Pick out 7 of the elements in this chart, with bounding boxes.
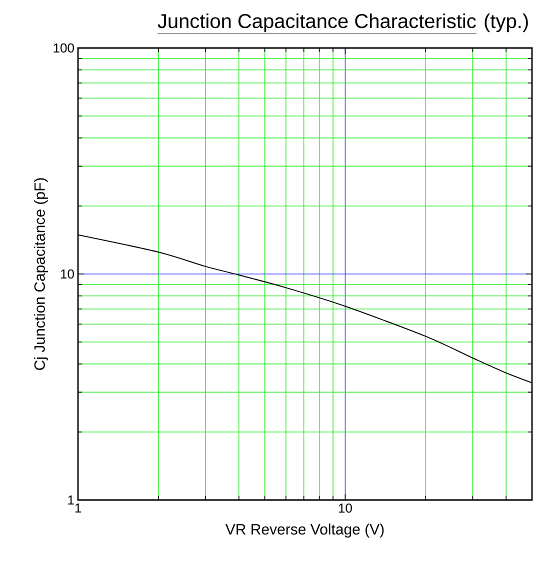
y-axis-title: Cj Junction Capacitance (pF) — [34, 178, 48, 370]
y-tick-label: 100 — [54, 43, 74, 53]
chart-subtitle: (typ.) — [484, 14, 528, 32]
x-axis-title: VR Reverse Voltage (V) — [225, 524, 384, 538]
y-tick-label: 1 — [68, 496, 74, 504]
y-tick-label: 10 — [60, 269, 74, 279]
chart-title: Junction Capacitance Characteristic — [158, 14, 476, 32]
